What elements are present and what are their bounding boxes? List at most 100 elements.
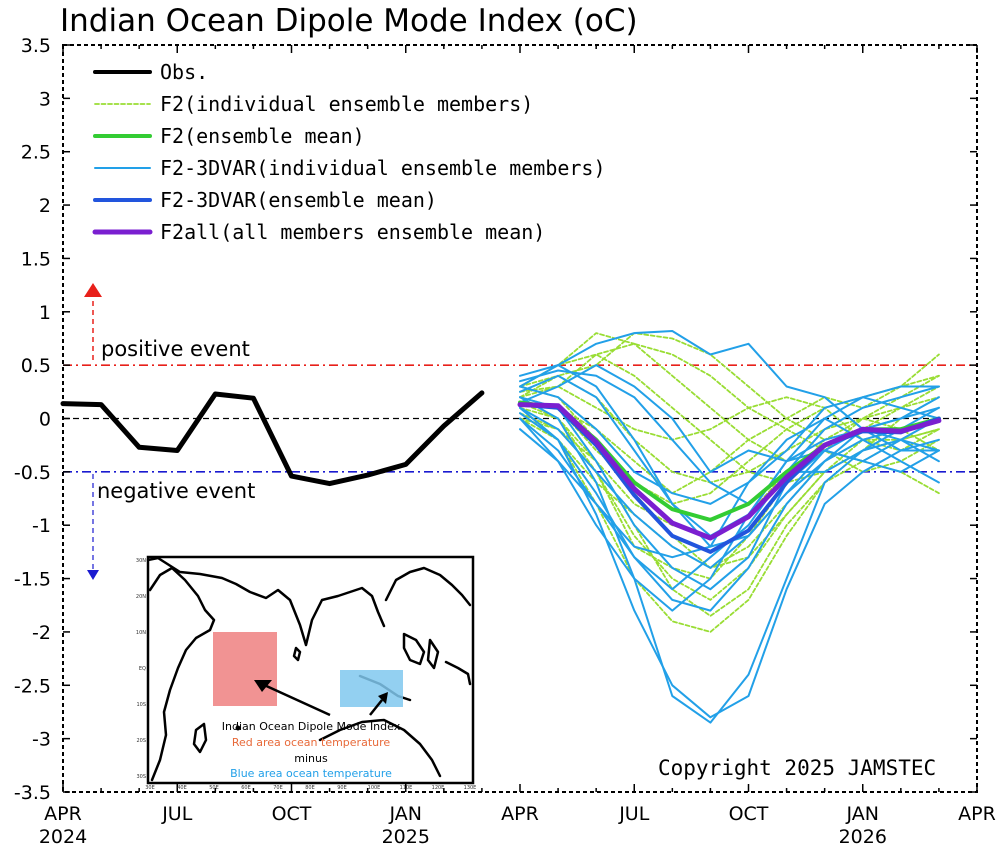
x-tick-label: JUL <box>618 803 650 825</box>
inset-map: Indian Ocean Dipole Mode Index Red area … <box>136 555 476 791</box>
legend-label-f2-member: F2(individual ensemble members) <box>160 92 533 116</box>
y-tick-label: 2.5 <box>21 142 51 164</box>
inset-lat-label: 30S <box>136 774 146 780</box>
y-tick-label: -2.5 <box>14 675 51 697</box>
x-year-label: 2024 <box>39 826 87 847</box>
y-tick-label: 0.5 <box>21 355 51 377</box>
east-asia-coastline <box>384 566 472 607</box>
inset-pointer-arrows <box>254 680 388 717</box>
inset-axis-labels: 30E 40E 50E 60E 70E 80E 90E 100E 110E 120E 130E 30N… <box>136 558 476 791</box>
y-axis: 3.5 3 2.5 2 1.5 1 0.5 0 -0.5 -1 -1.5 -2 -2.5 -3 -3.5 <box>14 35 977 804</box>
y-tick-label: -0.5 <box>14 462 51 484</box>
australia-coastline <box>318 718 442 778</box>
obs-series <box>60 390 485 487</box>
y-tick-label: -1 <box>32 515 51 537</box>
f2-member-line-7 <box>519 342 940 495</box>
red-pointer-arrow-head-icon <box>254 680 272 692</box>
chart-title: Indian Ocean Dipole Mode Index (oC) <box>60 3 638 39</box>
ensemble-mean-series <box>517 400 942 554</box>
inset-lat-label: 10N <box>136 630 146 636</box>
positive-arrow-head-icon <box>84 283 102 297</box>
inset-lon-label: 90E <box>337 785 347 791</box>
asia-coastline <box>146 556 386 647</box>
positive-event-label: positive event <box>101 337 250 361</box>
red-pointer-arrow <box>261 682 331 717</box>
x-year-label: 2026 <box>839 826 887 847</box>
x-tick-label: APR <box>44 803 82 825</box>
f2-member-line-11 <box>519 353 940 495</box>
legend-label-f2all-mean: F2all(all members ensemble mean) <box>160 220 545 244</box>
negative-arrow-head-icon <box>87 570 99 580</box>
x-tick-label: APR <box>501 803 539 825</box>
y-tick-label: -1.5 <box>14 569 51 591</box>
inset-caption-minus: minus <box>294 752 328 765</box>
legend-label-f2-3dvar-member: F2-3DVAR(individual ensemble members) <box>160 156 606 180</box>
x-tick-label: JUL <box>161 803 193 825</box>
obs-line <box>60 390 485 487</box>
y-tick-label: 3.5 <box>21 35 51 57</box>
f2-member-line-10 <box>519 406 940 569</box>
f2-3dvar-member-line-12 <box>519 369 940 505</box>
f2-member-line-15 <box>519 401 940 601</box>
f2-3dvar-member-line-9 <box>519 364 940 473</box>
negative-event-label: negative event <box>97 479 255 503</box>
island-dot <box>235 725 241 731</box>
y-tick-label: 1 <box>39 302 51 324</box>
sri-lanka-coastline <box>292 646 302 662</box>
inset-lon-label: 100E <box>368 785 381 791</box>
inset-lon-label: 120E <box>432 785 445 791</box>
blue-area-box <box>340 670 403 707</box>
inset-caption-title: Indian Ocean Dipole Mode Index <box>222 720 401 733</box>
inset-lon-label: 130E <box>464 785 477 791</box>
y-tick-label: 2 <box>39 195 51 217</box>
f2-3dvar-member-line-13 <box>519 406 940 569</box>
sulawesi-coastline <box>426 638 440 670</box>
f2-3dvar-member-line-3 <box>519 406 940 719</box>
red-area-box <box>213 632 277 706</box>
f2-3dvar-member-line-7 <box>519 417 940 559</box>
x-tick-label: APR <box>958 803 996 825</box>
inset-lat-label: 30N <box>136 558 146 564</box>
blue-pointer-arrow-head-icon <box>378 692 388 704</box>
x-tick-label: OCT <box>729 803 769 825</box>
blue-pointer-arrow <box>369 699 383 716</box>
inset-caption-red: Red area ocean temperature <box>232 736 391 749</box>
inset-lat-label: EQ <box>139 666 146 672</box>
y-tick-label: -3.5 <box>14 782 51 804</box>
inset-lon-label: 60E <box>241 785 251 791</box>
f2-member-line-12 <box>519 385 940 452</box>
borneo-coastline <box>402 632 426 666</box>
f2-member-line-14 <box>519 332 940 463</box>
f2-member-line-2 <box>519 332 940 441</box>
x-tick-label: JAN <box>846 803 879 825</box>
legend-label-obs: Obs. <box>160 60 208 84</box>
y-tick-label: -2 <box>32 622 51 644</box>
inset-lon-label: 40E <box>177 785 187 791</box>
negative-event-annotation: negative event <box>87 474 255 580</box>
positive-event-annotation: positive event <box>84 283 250 361</box>
inset-lon-label: 30E <box>145 785 155 791</box>
f2-3dvar-member-line-2 <box>519 396 940 724</box>
f2-3dvar-member-line-11 <box>519 396 940 591</box>
legend-label-f2-mean: F2(ensemble mean) <box>160 124 365 148</box>
inset-lon-label: 80E <box>305 785 315 791</box>
legend-label-f2-3dvar-mean: F2-3DVAR(ensemble mean) <box>160 188 437 212</box>
x-tick-label: OCT <box>272 803 312 825</box>
x-tick-label: JAN <box>389 803 422 825</box>
madagascar-coastline <box>192 722 208 754</box>
inset-lat-label: 20N <box>136 594 146 600</box>
inset-lat-label: 10S <box>136 702 146 708</box>
inset-caption-blue: Blue area ocean temperature <box>230 767 392 780</box>
africa-coastline <box>148 566 216 782</box>
inset-lon-label: 50E <box>209 785 219 791</box>
copyright-text: Copyright 2025 JAMSTEC <box>658 756 936 780</box>
y-tick-label: 0 <box>39 409 51 431</box>
inset-lon-label: 110E <box>400 785 413 791</box>
inset-lat-label: 20S <box>136 738 146 744</box>
legend: Obs. F2(individual ensemble members) F2(en… <box>92 60 606 244</box>
x-year-label: 2025 <box>382 826 430 847</box>
y-tick-label: 1.5 <box>21 248 51 270</box>
y-tick-label: 3 <box>39 88 51 110</box>
